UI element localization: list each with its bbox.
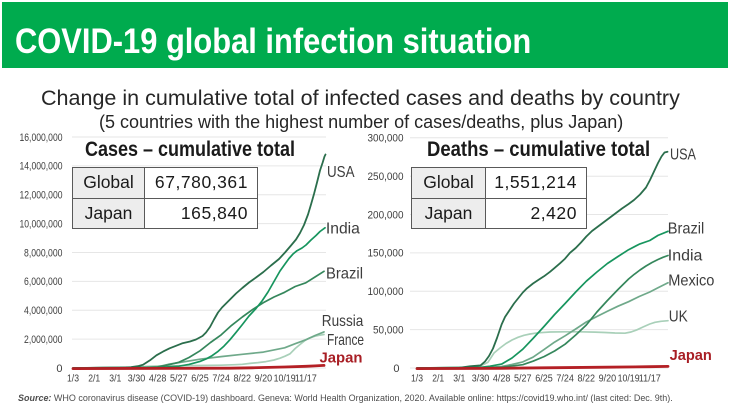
svg-text:Mexico: Mexico — [668, 273, 714, 290]
svg-text:6,000,000: 6,000,000 — [24, 276, 63, 288]
svg-text:3/1: 3/1 — [453, 374, 465, 385]
svg-text:USA: USA — [327, 164, 355, 181]
svg-text:3/30: 3/30 — [472, 374, 490, 385]
svg-text:1/3: 1/3 — [67, 374, 79, 385]
svg-text:2,000,000: 2,000,000 — [24, 334, 63, 346]
svg-text:10,000,000: 10,000,000 — [20, 218, 63, 230]
svg-text:3/30: 3/30 — [128, 374, 146, 385]
svg-text:9/20: 9/20 — [599, 374, 617, 385]
svg-text:8/22: 8/22 — [578, 374, 596, 385]
svg-text:14,000,000: 14,000,000 — [20, 161, 63, 173]
svg-text:Japan: Japan — [320, 351, 363, 367]
svg-text:300,000: 300,000 — [368, 133, 404, 145]
svg-text:0: 0 — [56, 363, 62, 375]
svg-text:France: France — [327, 332, 364, 349]
svg-text:2/1: 2/1 — [88, 374, 100, 385]
svg-text:16,000,000: 16,000,000 — [20, 132, 63, 144]
svg-text:UK: UK — [669, 309, 688, 326]
svg-text:4/28: 4/28 — [493, 374, 511, 385]
svg-text:1/3: 1/3 — [411, 374, 423, 385]
svg-text:11/17: 11/17 — [295, 374, 317, 385]
svg-text:Japan: Japan — [670, 348, 712, 364]
svg-text:7/24: 7/24 — [212, 374, 230, 385]
svg-text:4/28: 4/28 — [149, 374, 167, 385]
svg-text:4,000,000: 4,000,000 — [24, 305, 63, 317]
svg-text:200,000: 200,000 — [368, 209, 404, 221]
svg-text:5/27: 5/27 — [514, 374, 532, 385]
svg-text:8,000,000: 8,000,000 — [24, 247, 63, 259]
svg-text:India: India — [668, 248, 703, 265]
svg-text:Brazil: Brazil — [668, 221, 705, 238]
svg-text:6/25: 6/25 — [535, 374, 553, 385]
svg-text:10/19: 10/19 — [618, 374, 640, 385]
svg-text:12,000,000: 12,000,000 — [20, 190, 63, 202]
svg-text:6/25: 6/25 — [191, 374, 209, 385]
svg-text:India: India — [326, 221, 360, 238]
svg-text:10/19: 10/19 — [274, 374, 296, 385]
svg-text:11/17: 11/17 — [639, 374, 661, 385]
svg-text:0: 0 — [393, 363, 399, 375]
svg-text:50,000: 50,000 — [373, 324, 404, 336]
svg-text:7/24: 7/24 — [556, 374, 574, 385]
svg-text:100,000: 100,000 — [368, 286, 404, 298]
svg-text:9/20: 9/20 — [255, 374, 273, 385]
svg-text:3/1: 3/1 — [109, 374, 121, 385]
svg-text:USA: USA — [670, 146, 696, 163]
svg-text:250,000: 250,000 — [368, 171, 404, 183]
svg-text:8/22: 8/22 — [234, 374, 252, 385]
svg-text:150,000: 150,000 — [368, 248, 404, 260]
svg-text:5/27: 5/27 — [170, 374, 188, 385]
svg-text:2/1: 2/1 — [432, 374, 444, 385]
svg-text:Brazil: Brazil — [326, 266, 363, 283]
svg-text:Russia: Russia — [322, 313, 364, 330]
